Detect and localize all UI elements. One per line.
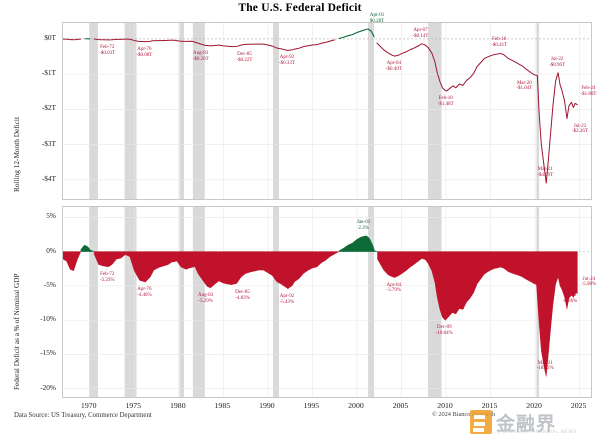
plot-area-deficit-pct-gdp bbox=[62, 206, 592, 398]
xtick-label: 1970 bbox=[80, 401, 97, 410]
xtick-label: 1980 bbox=[170, 401, 186, 410]
ytick-label: -15% bbox=[40, 348, 56, 358]
xtick-label: 2015 bbox=[481, 401, 498, 410]
ytick-label: -5% bbox=[43, 279, 56, 289]
xtick-label: 2010 bbox=[437, 401, 453, 410]
ytick-label: -20% bbox=[40, 382, 56, 392]
xtick-label: 1985 bbox=[214, 401, 231, 410]
xtick-label: 2020 bbox=[526, 401, 542, 410]
page-title: The U.S. Federal Deficit bbox=[238, 2, 362, 14]
ytick-label: -$2T bbox=[41, 103, 56, 113]
xtick-label: 2025 bbox=[570, 401, 587, 410]
watermark-text: 金融界 bbox=[496, 413, 557, 435]
data-source-note: Data Source: US Treasury, Commerce Depar… bbox=[14, 412, 152, 419]
yaxis-title-bottom: Federal Deficit as a % of Nominal GDP bbox=[12, 273, 21, 390]
ytick-label: -10% bbox=[40, 314, 56, 324]
ytick-label: -$1T bbox=[41, 68, 56, 78]
xtick-label: 1990 bbox=[259, 401, 275, 410]
ytick-label: 5% bbox=[46, 211, 56, 221]
copyright-note: © 2024 Bianco Research bbox=[432, 411, 496, 418]
xtick-label: 1975 bbox=[125, 401, 142, 410]
xtick-label: 2000 bbox=[348, 401, 364, 410]
ytick-label: -$3T bbox=[41, 138, 56, 148]
xtick-label: 2005 bbox=[392, 401, 409, 410]
ytick-label: $0T bbox=[44, 32, 56, 42]
deficit-pct-gdp-svg bbox=[63, 207, 591, 397]
rolling-deficit-svg bbox=[63, 23, 591, 199]
plot-area-rolling-deficit bbox=[62, 22, 592, 200]
ytick-label: -$4T bbox=[41, 173, 56, 183]
ytick-label: 0% bbox=[46, 245, 56, 255]
watermark-subtext: JINRONGJIE FINANCIAL NEWS bbox=[498, 430, 577, 435]
xtick-label: 1995 bbox=[303, 401, 320, 410]
